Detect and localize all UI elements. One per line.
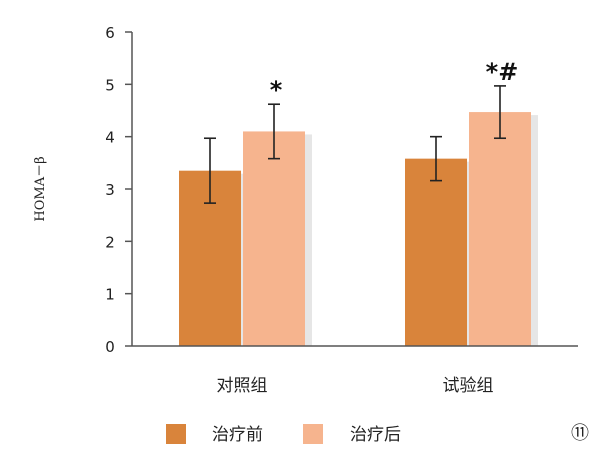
- y-tick-label: 2: [105, 233, 115, 251]
- legend-label: 治疗前: [212, 425, 263, 445]
- x-category-label: 试验组: [443, 376, 494, 396]
- x-category-label: 对照组: [217, 376, 268, 396]
- legend: 治疗前 治疗后: [166, 424, 401, 445]
- bar-before-1: [405, 158, 467, 346]
- bar-after-0: [243, 131, 305, 346]
- y-tick-label: 1: [105, 286, 115, 304]
- y-tick-label: 6: [105, 24, 115, 42]
- legend-label: 治疗后: [350, 425, 401, 445]
- significance-marker: *#: [486, 58, 519, 86]
- y-axis-label: HOMA－β: [33, 156, 48, 221]
- y-ticks-layer: 0 1 2 3 4 5 6: [105, 24, 132, 356]
- annotations-layer: * *#: [270, 58, 519, 104]
- legend-swatch: [166, 424, 186, 444]
- error-bars-layer: [204, 85, 506, 204]
- bar-after-1: [469, 112, 531, 346]
- bars-layer: [179, 112, 538, 346]
- y-tick-label: 3: [105, 181, 115, 199]
- legend-swatch: [303, 424, 323, 444]
- panel-label: ⑪: [571, 423, 589, 444]
- significance-marker: *: [270, 76, 283, 104]
- category-labels-layer: 对照组 试验组: [217, 376, 494, 396]
- y-tick-label: 0: [105, 338, 115, 356]
- y-tick-label: 4: [105, 129, 115, 147]
- y-tick-label: 5: [105, 76, 115, 94]
